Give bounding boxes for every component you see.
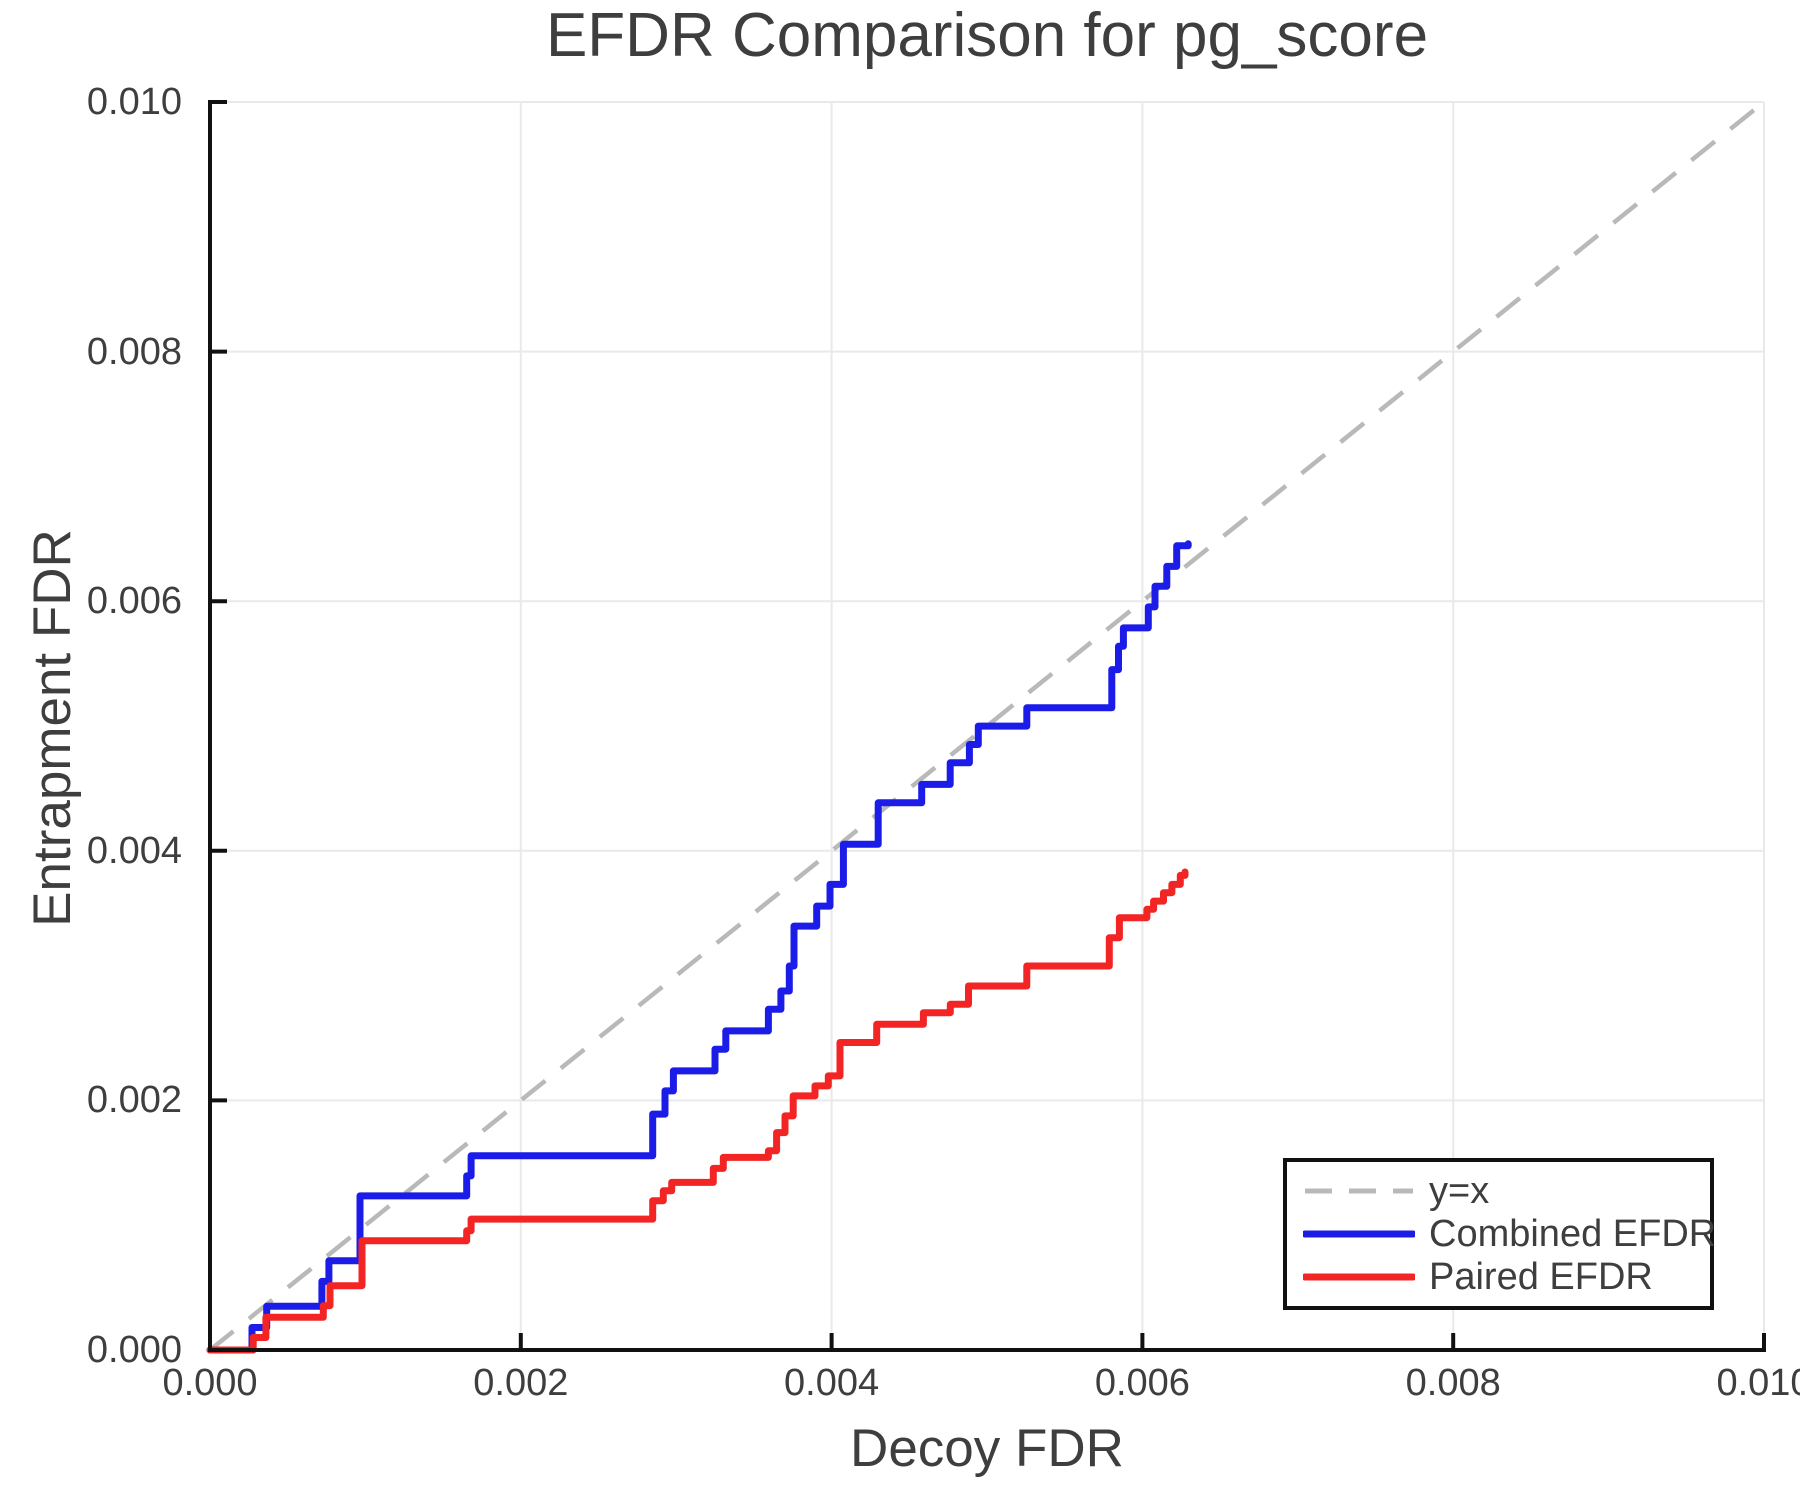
x-tick-label: 0.002	[473, 1362, 569, 1404]
y-tick-label: 0.010	[86, 81, 182, 123]
legend-blue-line-swatch	[1303, 1230, 1415, 1238]
legend-row-combined-efdr: Combined EFDR	[1303, 1214, 1716, 1254]
axis-tick-marks	[208, 100, 1766, 1352]
legend-row-paired-efdr: Paired EFDR	[1303, 1257, 1710, 1297]
legend-dashed-line-swatch	[1305, 1188, 1413, 1194]
data-series-lines	[206, 540, 1192, 1354]
legend: y=x Combined EFDR Paired EFDR	[1283, 1158, 1716, 1310]
axis-spines	[208, 100, 1766, 1352]
x-tick-label: 0.008	[1405, 1362, 1501, 1404]
reference-line-y-equals-x	[208, 100, 1766, 1352]
x-axis-title: Decoy FDR	[850, 1419, 1124, 1478]
y-tick-label: 0.000	[86, 1329, 182, 1371]
y-tick-label: 0.002	[86, 1079, 182, 1122]
legend-label-reference: y=x	[1429, 1170, 1490, 1212]
y-tick-label: 0.008	[86, 330, 182, 373]
legend-label-paired-efdr: Paired EFDR	[1429, 1256, 1653, 1298]
y-tick-label: 0.006	[86, 580, 182, 623]
y-axis-title: Entrapment FDR	[23, 529, 82, 927]
x-tick-label: 0.006	[1094, 1362, 1190, 1404]
legend-label-combined-efdr: Combined EFDR	[1429, 1213, 1717, 1255]
x-tick-label: 0.000	[162, 1362, 258, 1404]
x-tick-label: 0.010	[1716, 1362, 1800, 1404]
x-tick-label: 0.004	[784, 1362, 880, 1404]
chart-title: EFDR Comparison for pg_score	[545, 1, 1429, 70]
legend-row-reference: y=x	[1303, 1171, 1710, 1211]
legend-red-line-swatch	[1303, 1273, 1415, 1281]
y-tick-label: 0.004	[86, 829, 182, 872]
